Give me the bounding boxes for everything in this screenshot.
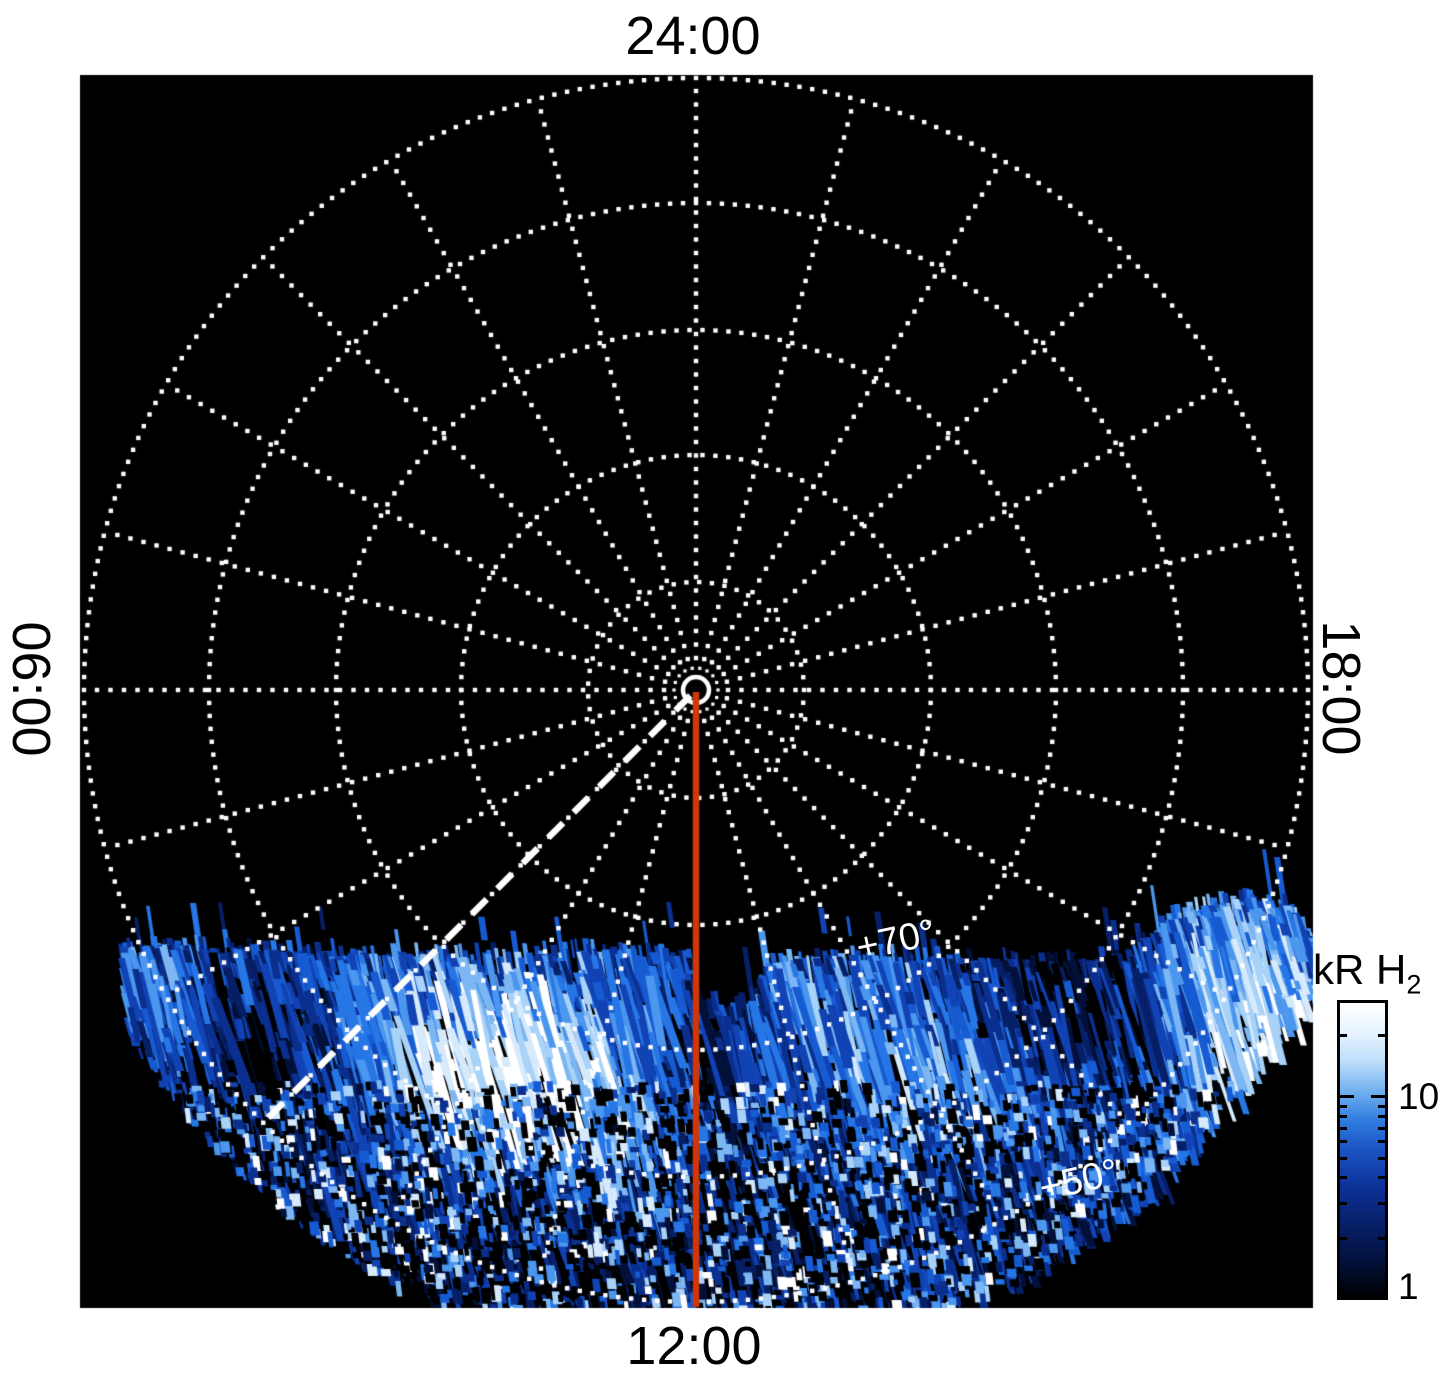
colorbar-tick-label-10: 10	[1398, 1076, 1440, 1117]
colorbar-tick	[1378, 1176, 1385, 1180]
time-label-0600: 06:00	[1, 621, 61, 757]
colorbar-tick	[1340, 1115, 1347, 1119]
time-label-1800: 18:00	[1311, 620, 1371, 756]
colorbar-tick	[1340, 1126, 1347, 1130]
colorbar-tick	[1378, 1140, 1385, 1144]
colorbar-tick	[1340, 1095, 1354, 1099]
colorbar-tick	[1340, 1034, 1347, 1038]
colorbar-tick	[1378, 1115, 1385, 1119]
time-label-2400: 24:00	[625, 6, 761, 66]
time-label-1200: 12:00	[626, 1316, 762, 1376]
colorbar-tick	[1340, 1104, 1347, 1108]
colorbar-title: kR H2	[1313, 946, 1421, 1000]
colorbar-tick	[1340, 1156, 1347, 1160]
colorbar-tick	[1340, 1140, 1347, 1144]
colorbar-gradient	[1337, 1000, 1388, 1300]
colorbar-tick-label-1: 1	[1398, 1266, 1419, 1307]
colorbar-tick	[1340, 1201, 1347, 1205]
colorbar-tick	[1371, 1095, 1385, 1099]
colorbar-tick	[1378, 1104, 1385, 1108]
colorbar-tick	[1378, 1156, 1385, 1160]
colorbar-tick	[1378, 1201, 1385, 1205]
colorbar-title-subscript: 2	[1406, 969, 1422, 1000]
colorbar-tick	[1378, 1034, 1385, 1038]
colorbar-tick	[1378, 1237, 1385, 1241]
colorbar-tick	[1340, 1237, 1347, 1241]
colorbar-tick	[1340, 1176, 1347, 1180]
colorbar-tick	[1378, 1126, 1385, 1130]
colorbar-title-text: kR H	[1313, 946, 1407, 993]
